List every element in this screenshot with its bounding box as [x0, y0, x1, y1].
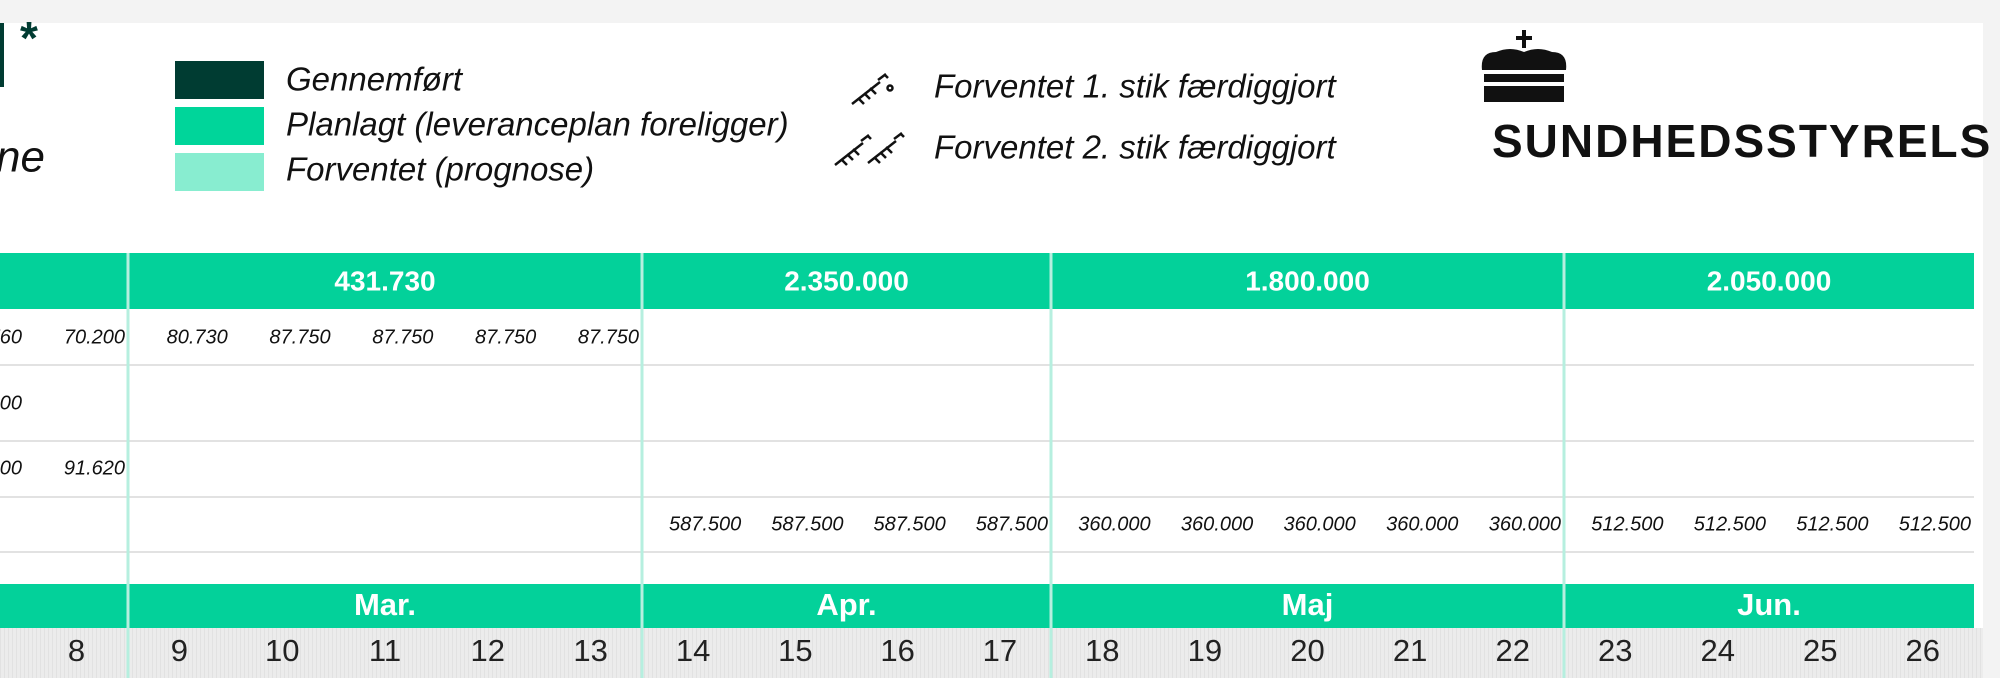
right-edge	[1983, 0, 2000, 678]
cell-value: 512.500	[1694, 513, 1766, 535]
cell-value: 87.750	[475, 326, 536, 348]
week-number: 15	[778, 633, 812, 668]
legend-label: Gennemført	[286, 61, 464, 98]
legend-label: Planlagt (leveranceplan foreligger)	[286, 106, 789, 143]
cell-value: 87.750	[269, 326, 330, 348]
legend-label: Forventet 1. stik færdiggjort	[934, 68, 1337, 105]
cell-value: 87.750	[578, 326, 639, 348]
syringe-icon	[834, 132, 905, 166]
week-number: 16	[880, 633, 914, 668]
cell-value: 512.500	[1796, 513, 1868, 535]
week-number: 20	[1290, 633, 1324, 668]
cell-value: 360.000	[1078, 513, 1150, 535]
week-number: 10	[265, 633, 299, 668]
week-number: 14	[676, 633, 710, 668]
week-band	[0, 628, 1983, 678]
legend: Gennemført Planlagt (leveranceplan forel…	[175, 61, 1337, 191]
week-number: 8	[68, 633, 85, 668]
week-number: 21	[1393, 633, 1427, 668]
group-total: 2.050.000	[1707, 265, 1832, 296]
cell-value: 587.500	[771, 513, 843, 535]
cell-value: 360.000	[1489, 513, 1561, 535]
month-label: Maj	[1282, 587, 1334, 622]
header-band	[0, 253, 1974, 309]
week-number: 18	[1085, 633, 1119, 668]
logo-text: SUNDHEDSSTYRELS	[1492, 115, 1992, 167]
cell-value: 000	[0, 392, 22, 414]
week-number: 25	[1803, 633, 1837, 668]
cell-value: 760	[0, 326, 22, 348]
cell-value: 91.620	[64, 457, 125, 479]
cell-value: 000	[0, 457, 22, 479]
week-number: 24	[1701, 633, 1735, 668]
cell-value: 360.000	[1284, 513, 1356, 535]
cell-value: 70.200	[64, 326, 125, 348]
schedule-table: 431.730 2.350.000 1.800.000 2.050.000 Mar. Ap…	[0, 253, 1983, 678]
group-total: 2.350.000	[784, 265, 909, 296]
cell-value: 587.500	[669, 513, 741, 535]
week-number: 26	[1906, 633, 1940, 668]
month-label: Jun.	[1737, 587, 1801, 622]
week-number: 17	[983, 633, 1017, 668]
cell-value: 360.000	[1386, 513, 1458, 535]
asterisk: *	[20, 12, 38, 64]
cell-value: 360.000	[1181, 513, 1253, 535]
cell-value: 512.500	[1591, 513, 1663, 535]
crown	[1481, 30, 1567, 102]
logo-bar	[0, 23, 4, 87]
group-total: 431.730	[334, 265, 435, 296]
top-bar	[0, 0, 2000, 23]
legend-label: Forventet 2. stik færdiggjort	[934, 129, 1337, 166]
swatch	[175, 107, 264, 145]
cell-value: 80.730	[167, 326, 228, 348]
cell-value: 512.500	[1899, 513, 1971, 535]
swatch	[175, 61, 264, 99]
week-number: 22	[1495, 633, 1529, 668]
cell-value: 87.750	[372, 326, 433, 348]
month-label: Apr.	[816, 587, 876, 622]
header-band	[0, 584, 1974, 628]
week-number: 11	[369, 633, 401, 668]
week-number: 23	[1598, 633, 1632, 668]
swatch	[175, 153, 264, 191]
month-label: Mar.	[354, 587, 416, 622]
week-number: 9	[171, 633, 188, 668]
syringe-icon	[851, 73, 894, 105]
title-fragment: ne	[0, 133, 45, 182]
week-number: 13	[573, 633, 607, 668]
week-number: 19	[1188, 633, 1222, 668]
cell-value: 587.500	[873, 513, 945, 535]
week-number: 12	[471, 633, 505, 668]
legend-label: Forventet (prognose)	[286, 151, 594, 188]
cell-value: 587.500	[976, 513, 1048, 535]
group-total: 1.800.000	[1245, 265, 1370, 296]
